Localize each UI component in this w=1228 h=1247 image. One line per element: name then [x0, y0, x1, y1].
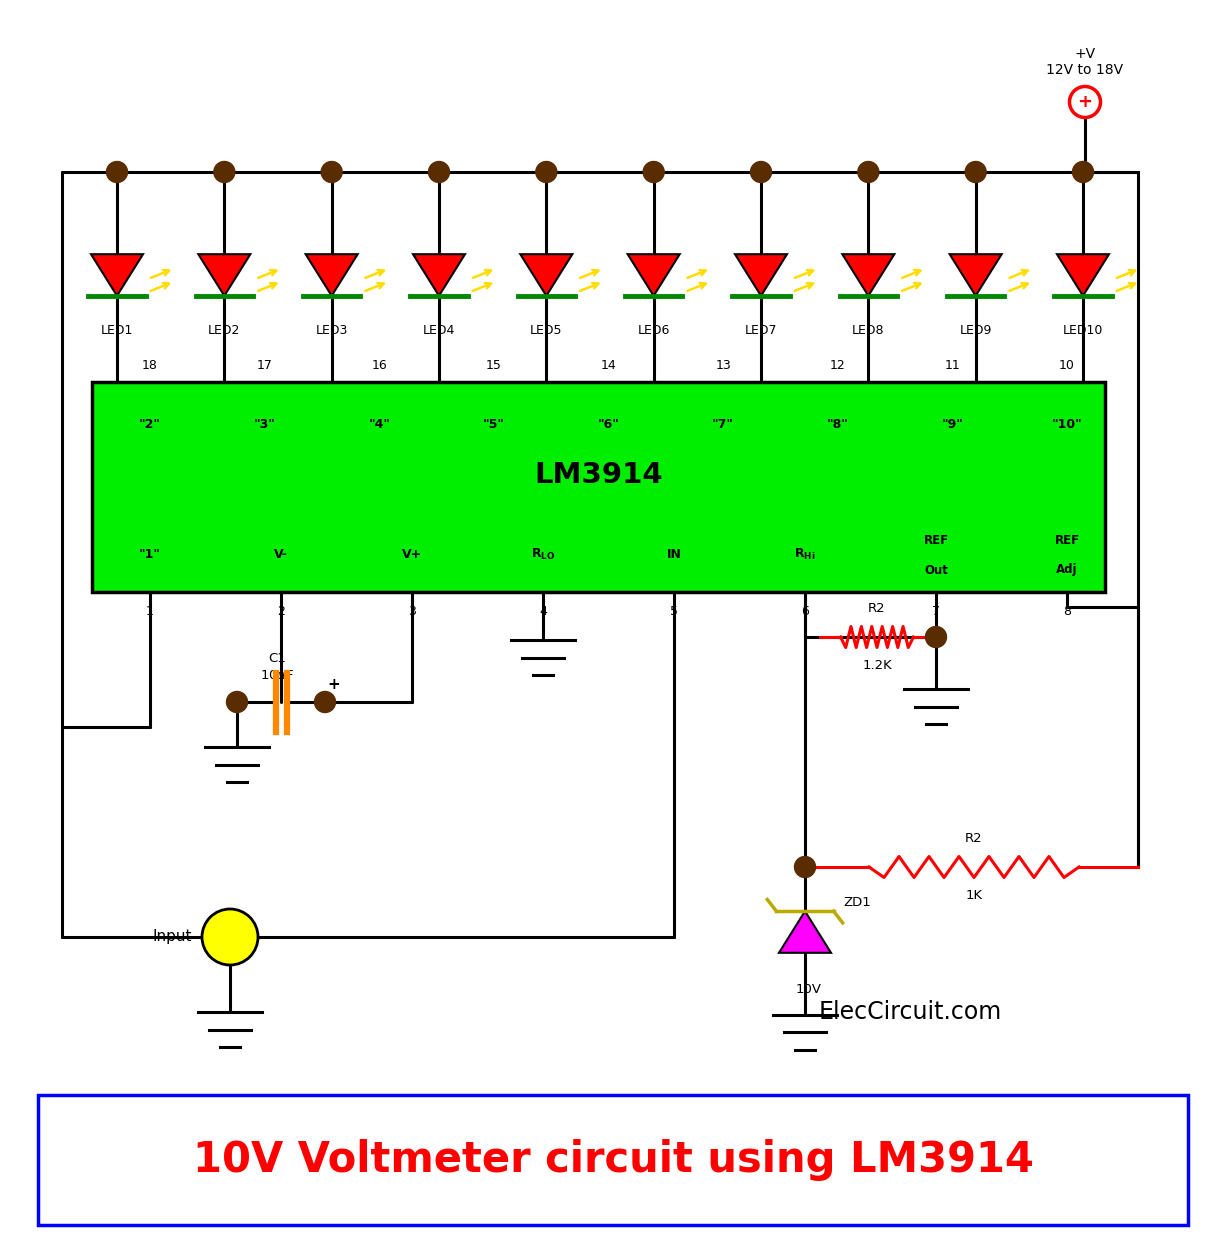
- Circle shape: [965, 162, 986, 182]
- Polygon shape: [949, 254, 1002, 296]
- Polygon shape: [628, 254, 679, 296]
- Text: V+: V+: [402, 547, 422, 560]
- Text: 18: 18: [142, 359, 158, 372]
- Circle shape: [214, 162, 235, 182]
- Polygon shape: [521, 254, 572, 296]
- Text: 4: 4: [539, 605, 546, 619]
- Circle shape: [226, 692, 248, 712]
- Circle shape: [535, 162, 556, 182]
- Text: "10": "10": [1051, 418, 1082, 430]
- Text: "8": "8": [826, 418, 849, 430]
- Text: ZD1: ZD1: [842, 897, 871, 909]
- Text: "1": "1": [139, 547, 161, 560]
- Text: LED8: LED8: [852, 324, 884, 337]
- Text: 10V: 10V: [796, 983, 822, 996]
- Text: "5": "5": [483, 418, 505, 430]
- Text: 3: 3: [408, 605, 416, 619]
- Text: IN: IN: [667, 547, 682, 560]
- Text: 10$\mu$F: 10$\mu$F: [260, 668, 293, 685]
- Circle shape: [201, 909, 258, 965]
- Text: V-: V-: [274, 547, 287, 560]
- Polygon shape: [1057, 254, 1109, 296]
- Text: LED4: LED4: [422, 324, 456, 337]
- Circle shape: [643, 162, 664, 182]
- Text: LED3: LED3: [316, 324, 348, 337]
- Text: LED2: LED2: [208, 324, 241, 337]
- Text: Out: Out: [923, 564, 948, 576]
- Text: LED7: LED7: [744, 324, 777, 337]
- Text: "6": "6": [598, 418, 619, 430]
- Text: LED6: LED6: [637, 324, 669, 337]
- Polygon shape: [736, 254, 787, 296]
- Text: REF: REF: [1055, 534, 1079, 546]
- Text: LED5: LED5: [530, 324, 562, 337]
- Circle shape: [750, 162, 771, 182]
- FancyBboxPatch shape: [38, 1095, 1187, 1225]
- Text: R$_{\mathregular{Hi}}$: R$_{\mathregular{Hi}}$: [795, 546, 815, 561]
- Text: "3": "3": [254, 418, 275, 430]
- Text: LM3914: LM3914: [534, 461, 663, 489]
- Circle shape: [429, 162, 449, 182]
- Text: "9": "9": [942, 418, 963, 430]
- Polygon shape: [91, 254, 142, 296]
- Text: R$_{\mathregular{LO}}$: R$_{\mathregular{LO}}$: [530, 546, 555, 561]
- Circle shape: [314, 692, 335, 712]
- Text: 17: 17: [257, 359, 273, 372]
- Text: 14: 14: [600, 359, 616, 372]
- Text: +: +: [327, 677, 340, 692]
- Text: +: +: [1077, 94, 1093, 111]
- FancyBboxPatch shape: [92, 382, 1105, 592]
- Polygon shape: [413, 254, 465, 296]
- Text: 12: 12: [830, 359, 846, 372]
- Polygon shape: [199, 254, 251, 296]
- Text: 7: 7: [932, 605, 939, 619]
- Text: 11: 11: [944, 359, 960, 372]
- Text: R2: R2: [868, 602, 885, 615]
- Text: Adj: Adj: [1056, 564, 1078, 576]
- Text: 8: 8: [1063, 605, 1071, 619]
- Polygon shape: [779, 912, 831, 953]
- Text: "4": "4": [368, 418, 391, 430]
- Text: LED9: LED9: [959, 324, 992, 337]
- Circle shape: [926, 626, 947, 647]
- Text: 10: 10: [1059, 359, 1074, 372]
- Text: LED1: LED1: [101, 324, 133, 337]
- Circle shape: [858, 162, 879, 182]
- Text: 6: 6: [801, 605, 809, 619]
- Text: REF: REF: [923, 534, 948, 546]
- Text: 5: 5: [670, 605, 678, 619]
- Text: 1K: 1K: [965, 889, 982, 902]
- Text: 10V Voltmeter circuit using LM3914: 10V Voltmeter circuit using LM3914: [193, 1139, 1034, 1181]
- Text: 1.2K: 1.2K: [862, 658, 892, 672]
- Circle shape: [107, 162, 128, 182]
- Polygon shape: [306, 254, 357, 296]
- Text: Input: Input: [152, 929, 192, 944]
- Text: 16: 16: [371, 359, 387, 372]
- Text: 1: 1: [146, 605, 154, 619]
- Text: "2": "2": [139, 418, 161, 430]
- Circle shape: [1072, 162, 1093, 182]
- Circle shape: [795, 857, 815, 878]
- Text: ElecCircuit.com: ElecCircuit.com: [818, 1000, 1002, 1024]
- Circle shape: [1070, 86, 1100, 117]
- Polygon shape: [842, 254, 894, 296]
- Text: LED10: LED10: [1062, 324, 1103, 337]
- Text: C1: C1: [268, 652, 286, 665]
- Text: "7": "7": [712, 418, 734, 430]
- Text: 15: 15: [486, 359, 502, 372]
- Circle shape: [322, 162, 343, 182]
- Text: +V
12V to 18V: +V 12V to 18V: [1046, 47, 1124, 77]
- Text: 2: 2: [278, 605, 285, 619]
- Text: R2: R2: [965, 832, 982, 845]
- Text: 13: 13: [715, 359, 731, 372]
